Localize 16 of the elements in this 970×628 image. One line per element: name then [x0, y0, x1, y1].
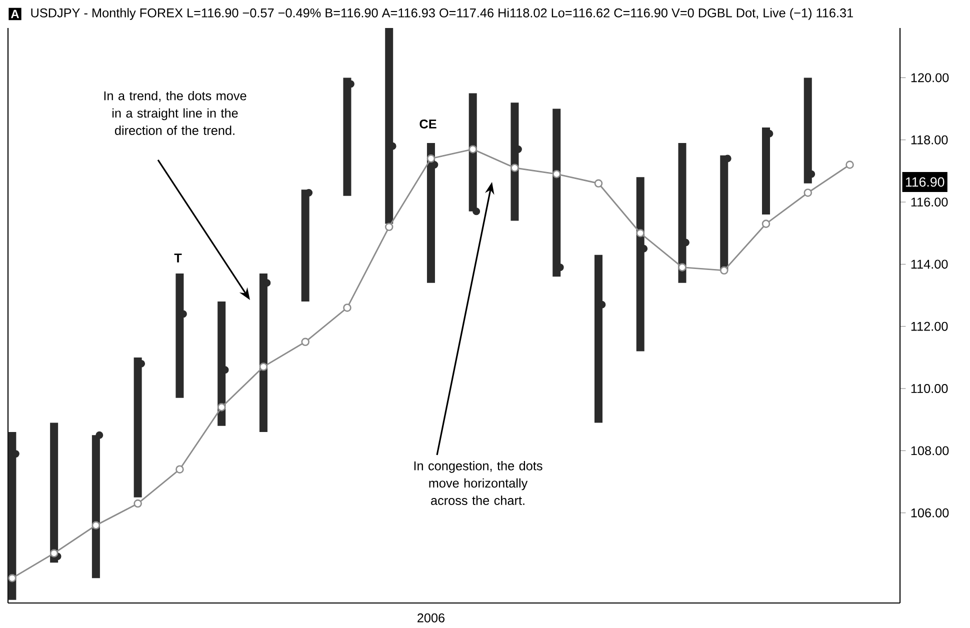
annotation: In a trend, the dots move in a straight line in the direction of the trend.	[104, 91, 246, 135]
y-tick-label: 106.00	[911, 508, 949, 518]
text: A	[10, 10, 20, 18]
y-tick-label: 114.00	[911, 260, 948, 269]
y-tick-label: 108.00	[911, 446, 949, 456]
y-tick-label: 118.00	[911, 135, 948, 144]
y-tick-label: 120.00	[911, 73, 949, 82]
y-tick-label: 116.00	[911, 198, 948, 207]
annotation: T	[174, 254, 182, 262]
annotation: CE	[420, 120, 436, 128]
y-tick-label: 112.00	[911, 322, 948, 331]
x-tick-label: 2006	[418, 613, 444, 622]
chart-title: USDJPY - Monthly FOREX L=116.90 −0.57 −0.49% B=116.90 A=116.93 O=117.46 Hi118.02 Lo=116.62 C=116.90 V=0 DGBL Dot, Live (−1) 116.31	[31, 8, 853, 20]
y-tick-label: 110.00	[911, 384, 948, 394]
text: 116.90	[906, 177, 944, 187]
annotation: In congestion, the dots move horizontally across the chart.	[414, 461, 542, 505]
